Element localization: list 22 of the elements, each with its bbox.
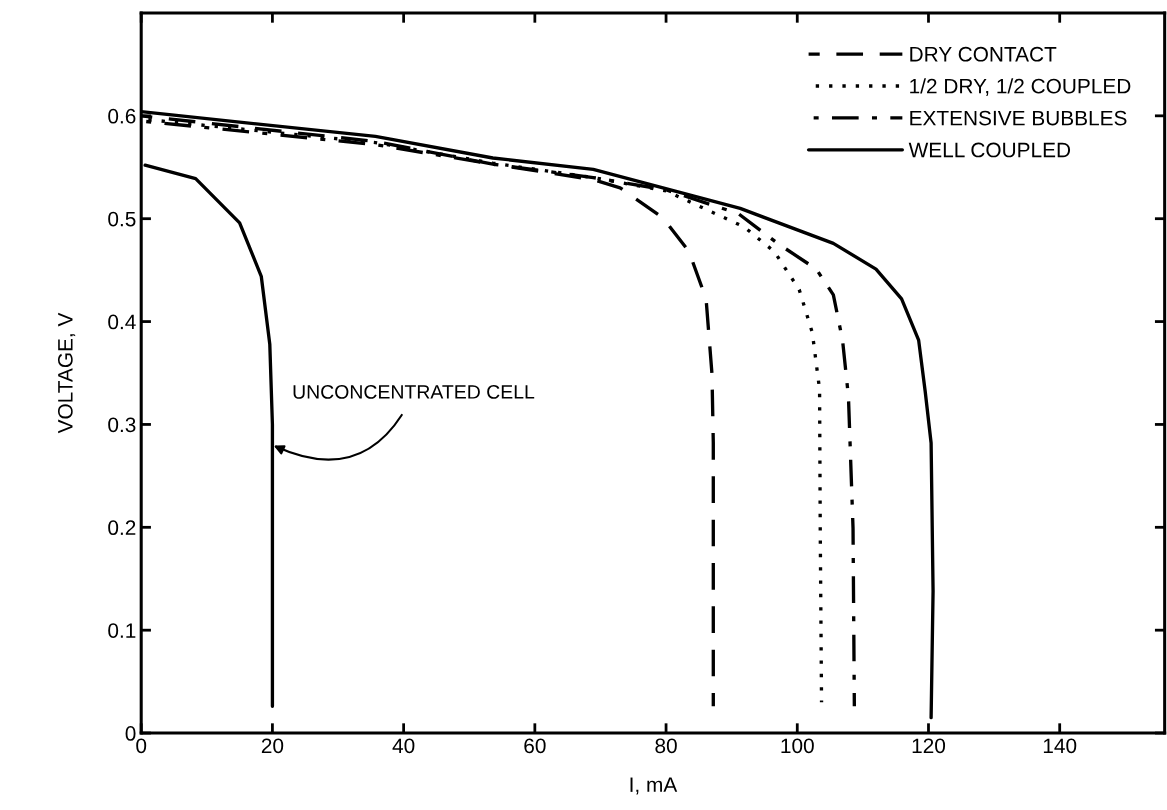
x-tick-label: 20 [261, 738, 284, 754]
x-tick-label: 140 [1043, 738, 1077, 754]
y-tick-label: 0.1 [108, 623, 136, 638]
y-tick-label: 0 [125, 726, 136, 741]
x-tick-label: 60 [524, 738, 546, 754]
x-tick-label: 80 [655, 738, 677, 754]
legend-label: WELL COUPLED [908, 142, 1071, 158]
y-tick-label: 0.3 [108, 417, 136, 433]
legend-label: 1/2 DRY, 1/2 COUPLED [910, 78, 1131, 96]
x-axis-title: I, mA [630, 777, 678, 795]
y-tick-label: 0.6 [108, 108, 136, 124]
x-tick-label: 0 [136, 738, 147, 754]
legend-label: DRY CONTACT [910, 46, 1057, 62]
annotation: UNCONCENTRATED CELL [293, 385, 535, 399]
legend-label: EXTENSIVE BUBBLES [910, 110, 1127, 126]
x-tick-label: 40 [392, 738, 415, 754]
x-tick-label: 100 [781, 738, 814, 754]
y-tick-label: 0.5 [108, 211, 136, 227]
y-axis-title: VOLTAGE, V [57, 312, 76, 434]
y-tick-label: 0.4 [108, 314, 136, 330]
x-tick-label: 120 [912, 738, 946, 754]
y-tick-label: 0.2 [108, 520, 136, 536]
